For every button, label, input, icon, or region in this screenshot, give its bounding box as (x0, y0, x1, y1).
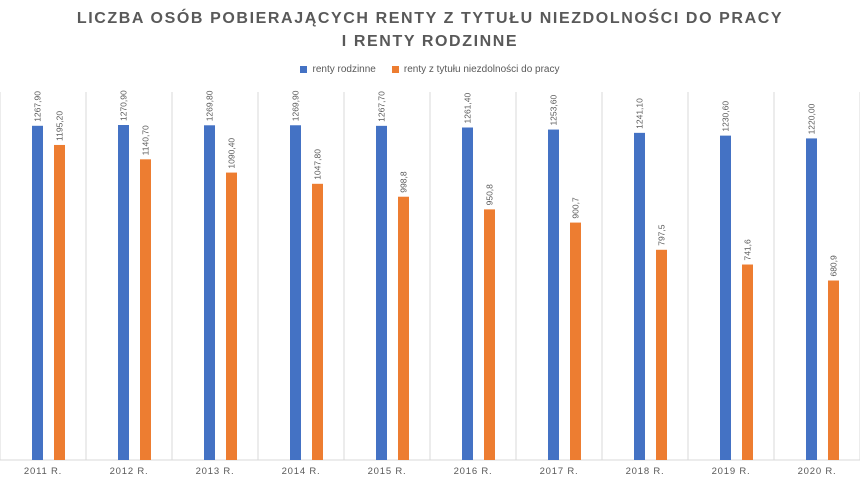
bar-series-1 (32, 125, 43, 461)
data-label: 1090,40 (227, 138, 237, 169)
chart-title-line-2: I RENTY RODZINNE (341, 33, 519, 50)
legend-swatch-series-2 (391, 66, 399, 73)
data-label: 1261,40 (463, 93, 473, 124)
data-label: 680,9 (829, 255, 839, 277)
data-label: 1269,90 (291, 90, 301, 121)
legend-label-series-1: renty rodzinne (312, 64, 376, 75)
bar-series-1 (204, 125, 215, 461)
bar-series-2 (54, 144, 65, 460)
x-tick-label: 2012 R. (110, 466, 149, 477)
data-label: 797,5 (657, 224, 667, 246)
bar-series-2 (398, 196, 409, 461)
data-label: 741,6 (743, 239, 753, 261)
bar-series-2 (484, 209, 495, 460)
x-tick-label: 2013 R. (196, 466, 235, 477)
data-label: 1230,60 (721, 101, 731, 132)
bar-series-1 (290, 125, 301, 460)
data-label: 1270,90 (119, 90, 129, 121)
chart-title-line-1: LICZBA OSÓB POBIERAJĄCYCH RENTY Z TYTUŁU… (76, 10, 784, 27)
x-tick-label: 2018 R. (626, 466, 665, 477)
data-label: 900,7 (571, 197, 581, 219)
bar-series-2 (656, 249, 667, 460)
legend-label-series-2: renty z tytułu niezdolności do pracy (403, 64, 560, 75)
legend: renty rodzinne renty z tytułu niezdolnoś… (0, 64, 860, 75)
bar-series-1 (118, 125, 129, 460)
data-label: 950,8 (485, 184, 495, 206)
bar-series-1 (376, 125, 387, 460)
bar-series-1 (720, 135, 731, 460)
x-tick-label: 2014 R. (282, 466, 321, 477)
bar-series-2 (312, 183, 323, 460)
bar-series-1 (462, 127, 473, 461)
legend-item-series-1: renty rodzinne (300, 64, 376, 75)
bar-series-2 (226, 172, 237, 460)
bar-series-2 (140, 159, 151, 461)
bar-series-2 (742, 264, 753, 460)
data-label: 1269,80 (205, 90, 215, 121)
x-tick-label: 2016 R. (454, 466, 493, 477)
data-label: 1241,10 (635, 98, 645, 129)
x-tick-label: 2017 R. (540, 466, 579, 477)
legend-item-series-2: renty z tytułu niezdolności do pracy (391, 64, 560, 75)
data-label: 998,8 (399, 171, 409, 193)
x-tick-label: 2011 R. (24, 466, 62, 477)
x-tick-label: 2015 R. (368, 466, 407, 477)
x-tick-label: 2019 R. (712, 466, 751, 477)
data-label: 1195,20 (55, 111, 65, 141)
bar-series-2 (828, 280, 839, 460)
bar-series-1 (548, 129, 559, 460)
data-label: 1253,60 (549, 95, 559, 126)
data-label: 1267,90 (33, 91, 43, 122)
bar-series-1 (634, 132, 645, 461)
data-label: 1140,70 (141, 125, 151, 155)
data-label: 1047,80 (313, 149, 323, 180)
bar-series-1 (806, 138, 817, 460)
x-tick-label: 2020 R. (798, 466, 837, 477)
data-label: 1267,70 (377, 91, 387, 122)
data-label: 1220,00 (807, 103, 817, 134)
legend-swatch-series-1 (300, 66, 308, 73)
bar-series-2 (570, 222, 581, 460)
